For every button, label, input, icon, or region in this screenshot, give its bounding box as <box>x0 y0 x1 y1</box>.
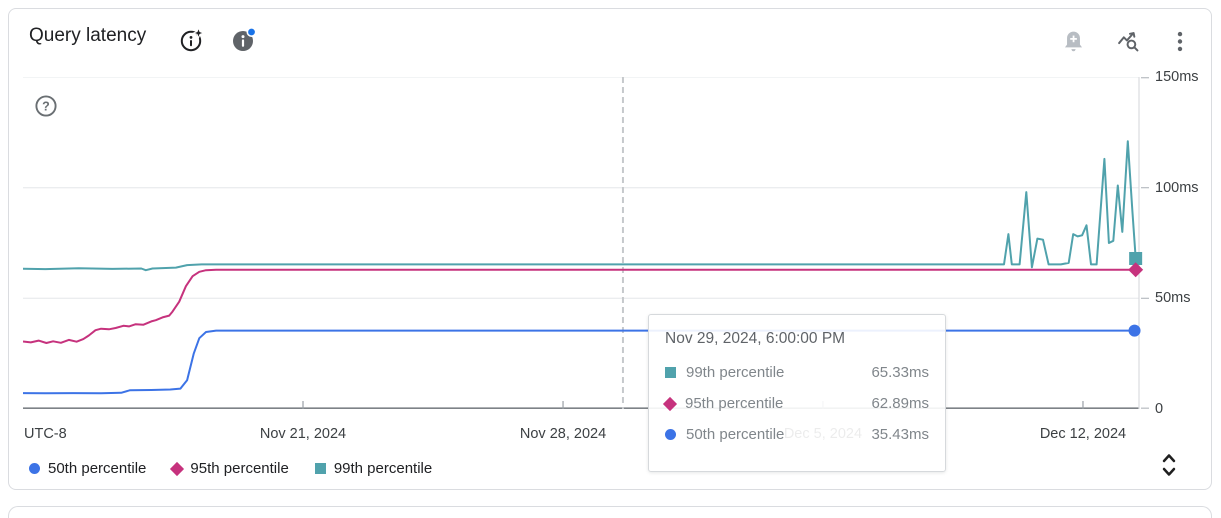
series-marker-square <box>665 367 676 378</box>
tooltip-row: 50th percentile 35.43ms <box>665 426 929 443</box>
tooltip-series-value: 65.33ms <box>871 364 929 381</box>
info-icon-glyph <box>233 27 257 51</box>
query-latency-card: Query latency <box>8 8 1212 490</box>
series-endpoint-circle <box>1128 324 1141 337</box>
tooltip-timestamp: Nov 29, 2024, 6:00:00 PM <box>665 330 846 347</box>
series-marker-diamond <box>170 461 185 476</box>
chart-tooltip: Nov 29, 2024, 6:00:00 PM 99th percentile… <box>648 314 946 472</box>
y-axis-label: 100ms <box>1155 179 1199 196</box>
timezone-label: UTC-8 <box>24 426 67 442</box>
explore-data-icon[interactable] <box>1116 29 1141 54</box>
series-marker-diamond <box>662 396 678 411</box>
legend-item-95th-percentile[interactable]: 95th percentile <box>170 460 289 477</box>
series-marker-circle <box>29 463 40 474</box>
info-icon[interactable] <box>231 27 257 53</box>
more-options-icon[interactable] <box>1171 29 1189 54</box>
series-marker-circle <box>665 429 676 440</box>
tooltip-row: 99th percentile 65.33ms <box>665 364 929 381</box>
legend-item-50th-percentile[interactable]: 50th percentile <box>29 460 146 477</box>
series-marker-square <box>314 463 326 474</box>
tooltip-series-value: 62.89ms <box>871 395 929 412</box>
series-line-95th-percentile[interactable] <box>23 268 1136 344</box>
y-axis-label: 150ms <box>1155 69 1199 85</box>
ai-insight-icon-glyph <box>180 26 205 52</box>
series-line-99th-percentile[interactable] <box>23 140 1137 272</box>
notification-dot <box>246 27 257 37</box>
legend-item-99th-percentile[interactable]: 99th percentile <box>314 460 433 477</box>
add-alert-icon[interactable] <box>1061 29 1086 54</box>
tooltip-row: 95th percentile 62.89ms <box>662 395 929 412</box>
tooltip-series-value: 35.43ms <box>871 426 929 443</box>
plot-canvas[interactable] <box>23 77 1157 409</box>
tooltip-rows: 99th percentile 65.33ms 95th percentile 62.… <box>662 364 929 443</box>
help-icon[interactable]: ? <box>34 94 58 118</box>
series-endpoint-diamond <box>1128 262 1144 278</box>
chart-area[interactable]: ? 150ms 100ms 50ms 0 Nov 21, 2024 Nov 28, 20… <box>9 9 1211 489</box>
y-axis-label: 50ms <box>1155 290 1191 307</box>
series-endpoint-square <box>1129 251 1143 265</box>
x-axis-label: Nov 28, 2024 <box>519 426 607 442</box>
legend-label: 50th percentile <box>48 460 147 477</box>
legend-label: 95th percentile <box>190 460 289 477</box>
x-axis-label: Nov 21, 2024 <box>259 426 347 442</box>
unfold-icon[interactable] <box>1157 450 1181 480</box>
svg-text:?: ? <box>42 99 50 113</box>
ai-insight-icon[interactable] <box>179 26 205 53</box>
tooltip-series-label: 95th percentile <box>685 395 784 412</box>
chart-title: Query latency <box>29 25 147 46</box>
tooltip-series-label: 50th percentile <box>686 426 785 443</box>
tooltip-series-label: 99th percentile <box>686 364 785 381</box>
chart-legend: 50th percentile 95th percentile 99th perce… <box>29 460 432 477</box>
y-axis-label: 0 <box>1155 401 1164 417</box>
x-axis-label: Dec 12, 2024 <box>1039 426 1127 442</box>
legend-label: 99th percentile <box>333 460 433 477</box>
series-line-50th-percentile[interactable] <box>23 329 1135 395</box>
card-actions <box>1061 29 1189 54</box>
next-card-edge <box>8 506 1212 518</box>
